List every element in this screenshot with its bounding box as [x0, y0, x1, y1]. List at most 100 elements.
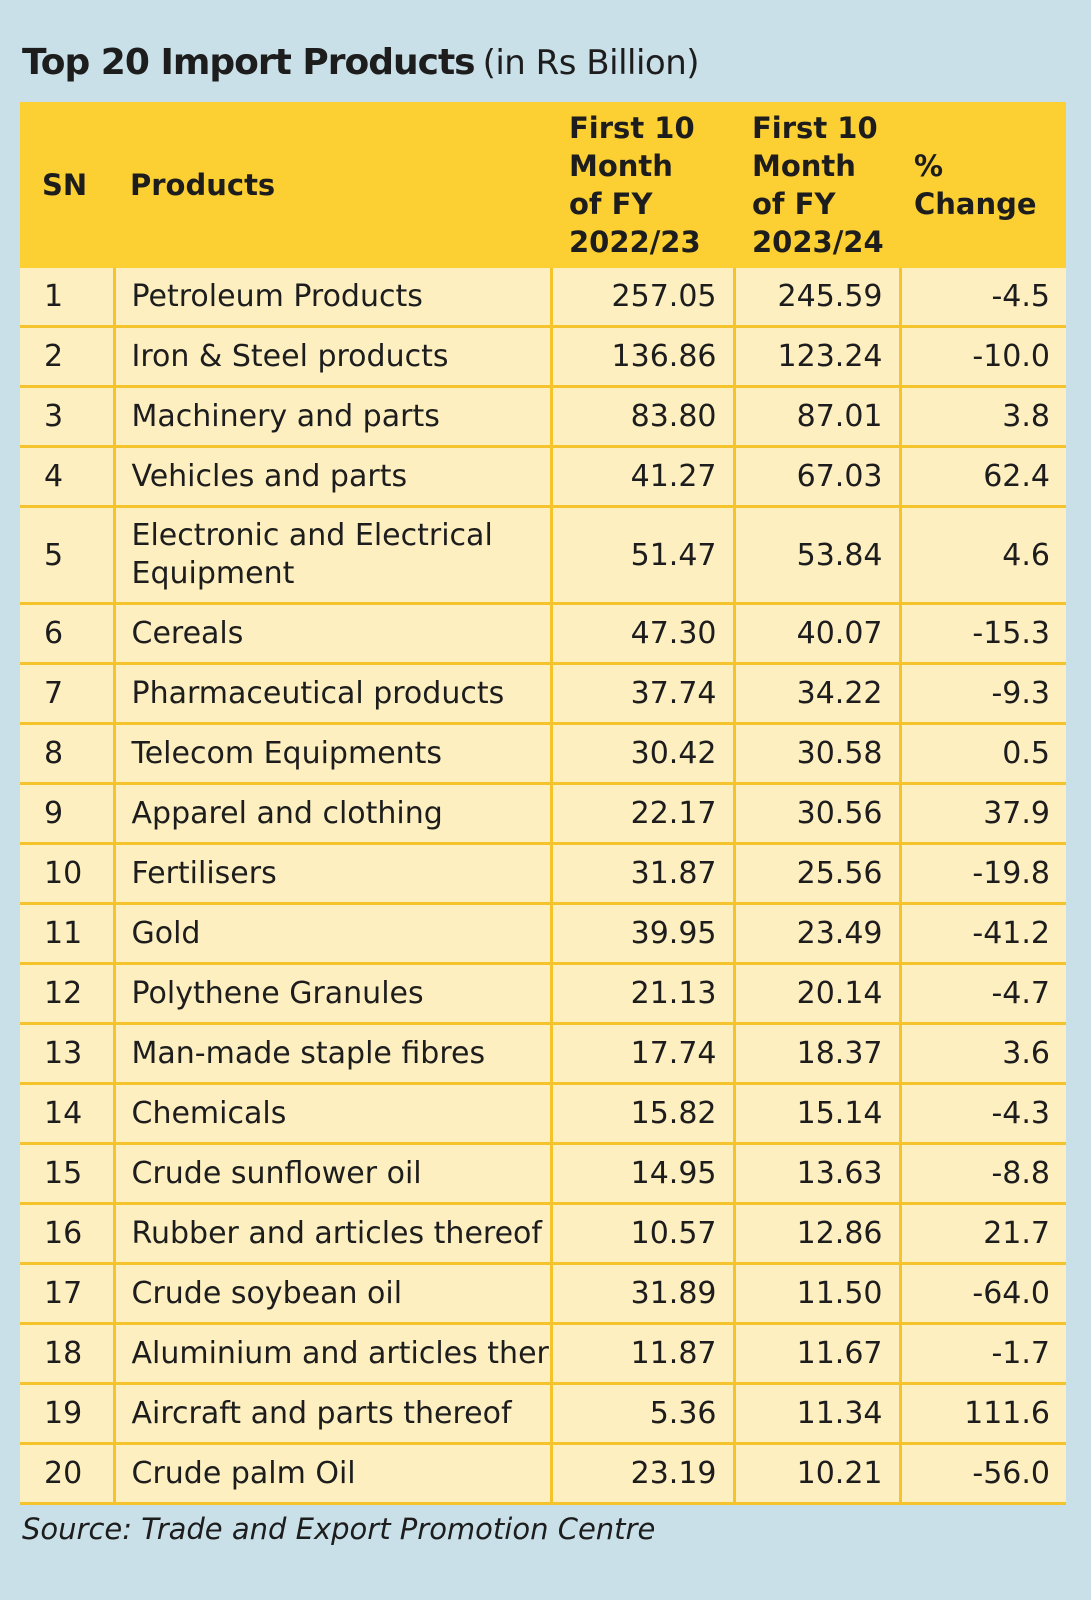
cell-fy-2022-23: 31.89 — [551, 1263, 736, 1325]
cell-sn: 11 — [20, 903, 116, 965]
cell-fy-2023-24: 25.56 — [734, 843, 902, 905]
cell-product: Fertilisers — [114, 843, 553, 905]
cell-fy-2023-24: 40.07 — [734, 603, 902, 665]
title-main: Top 20 Import Products — [22, 42, 476, 83]
cell-pct-change: -8.8 — [900, 1143, 1066, 1205]
cell-product: Man-made staple fibres — [114, 1023, 553, 1085]
cell-fy-2023-24: 11.67 — [734, 1323, 902, 1385]
cell-pct-change: 3.6 — [900, 1023, 1066, 1085]
cell-sn: 12 — [20, 963, 116, 1025]
cell-sn: 18 — [20, 1323, 116, 1385]
table-row: 6 Cereals 47.30 40.07 -15.3 — [20, 603, 1066, 665]
cell-pct-change: -1.7 — [900, 1323, 1066, 1385]
table-row: 2 Iron & Steel products 136.86 123.24 -10.0 — [20, 326, 1066, 388]
cell-pct-change: -10.0 — [900, 326, 1066, 388]
cell-product: Apparel and clothing — [114, 783, 553, 845]
cell-pct-change: 62.4 — [900, 446, 1066, 508]
cell-pct-change: 37.9 — [900, 783, 1066, 845]
header-fy-2023-24: First 10 Month of FY 2023/24 — [734, 102, 900, 268]
cell-fy-2023-24: 53.84 — [734, 506, 902, 605]
table-row: 1 Petroleum Products 257.05 245.59 -4.5 — [20, 268, 1066, 328]
cell-product: Aircraft and parts thereof — [114, 1383, 553, 1445]
cell-sn: 17 — [20, 1263, 116, 1325]
cell-fy-2023-24: 87.01 — [734, 386, 902, 448]
cell-product: Pharmaceutical products — [114, 663, 553, 725]
cell-product: Polythene Granules — [114, 963, 553, 1025]
cell-fy-2022-23: 257.05 — [551, 268, 736, 328]
header-fy2-line: 2023/24 — [752, 225, 884, 259]
cell-fy-2022-23: 51.47 — [551, 506, 736, 605]
table-row: 17 Crude soybean oil 31.89 11.50 -64.0 — [20, 1263, 1066, 1325]
cell-fy-2022-23: 17.74 — [551, 1023, 736, 1085]
table-row: 12 Polythene Granules 21.13 20.14 -4.7 — [20, 963, 1066, 1025]
table-row: 15 Crude sunflower oil 14.95 13.63 -8.8 — [20, 1143, 1066, 1205]
table-row: 9 Apparel and clothing 22.17 30.56 37.9 — [20, 783, 1066, 845]
header-fy1-line: Month — [569, 149, 673, 183]
cell-fy-2022-23: 31.87 — [551, 843, 736, 905]
header-pct-line: % — [914, 149, 944, 183]
cell-fy-2022-23: 47.30 — [551, 603, 736, 665]
header-fy1-line: of FY — [569, 187, 653, 221]
cell-pct-change: -4.3 — [900, 1083, 1066, 1145]
cell-product: Gold — [114, 903, 553, 965]
cell-pct-change: 3.8 — [900, 386, 1066, 448]
table-row: 3 Machinery and parts 83.80 87.01 3.8 — [20, 386, 1066, 448]
header-products: Products — [114, 102, 551, 268]
cell-fy-2023-24: 13.63 — [734, 1143, 902, 1205]
import-products-table: SN Products First 10 Month of FY 2022/23… — [20, 102, 1066, 1505]
cell-fy-2023-24: 15.14 — [734, 1083, 902, 1145]
cell-product: Rubber and articles thereof — [114, 1203, 553, 1265]
cell-pct-change: -41.2 — [900, 903, 1066, 965]
cell-fy-2023-24: 11.34 — [734, 1383, 902, 1445]
cell-sn: 20 — [20, 1443, 116, 1505]
cell-sn: 3 — [20, 386, 116, 448]
cell-sn: 5 — [20, 506, 116, 605]
cell-fy-2022-23: 14.95 — [551, 1143, 736, 1205]
cell-sn: 15 — [20, 1143, 116, 1205]
cell-fy-2023-24: 18.37 — [734, 1023, 902, 1085]
table-row: 18 Aluminium and articles thereof 11.87 11.… — [20, 1323, 1066, 1385]
cell-sn: 19 — [20, 1383, 116, 1445]
cell-fy-2022-23: 21.13 — [551, 963, 736, 1025]
source-note: Source: Trade and Export Promotion Centr… — [22, 1512, 656, 1546]
table-row: 11 Gold 39.95 23.49 -41.2 — [20, 903, 1066, 965]
cell-pct-change: -15.3 — [900, 603, 1066, 665]
cell-product: Iron & Steel products — [114, 326, 553, 388]
cell-fy-2023-24: 245.59 — [734, 268, 902, 328]
table-title: Top 20 Import Products (in Rs Billion) — [22, 38, 700, 88]
table-body: 1 Petroleum Products 257.05 245.59 -4.5 2 Iron… — [20, 268, 1066, 1505]
cell-product: Petroleum Products — [114, 268, 553, 328]
cell-product: Crude palm Oil — [114, 1443, 553, 1505]
cell-fy-2023-24: 67.03 — [734, 446, 902, 508]
cell-fy-2022-23: 22.17 — [551, 783, 736, 845]
cell-fy-2022-23: 15.82 — [551, 1083, 736, 1145]
cell-sn: 1 — [20, 268, 116, 328]
cell-product: Crude soybean oil — [114, 1263, 553, 1325]
header-sn: SN — [20, 102, 114, 268]
cell-sn: 13 — [20, 1023, 116, 1085]
cell-fy-2023-24: 11.50 — [734, 1263, 902, 1325]
cell-sn: 6 — [20, 603, 116, 665]
cell-fy-2023-24: 10.21 — [734, 1443, 902, 1505]
header-fy1-line: First 10 — [569, 111, 695, 145]
cell-pct-change: 21.7 — [900, 1203, 1066, 1265]
cell-fy-2022-23: 10.57 — [551, 1203, 736, 1265]
table-row: 16 Rubber and articles thereof 10.57 12.86 2… — [20, 1203, 1066, 1265]
cell-fy-2022-23: 30.42 — [551, 723, 736, 785]
cell-product: Machinery and parts — [114, 386, 553, 448]
cell-fy-2022-23: 39.95 — [551, 903, 736, 965]
table-row: 7 Pharmaceutical products 37.74 34.22 -9.3 — [20, 663, 1066, 725]
cell-sn: 8 — [20, 723, 116, 785]
cell-product: Telecom Equipments — [114, 723, 553, 785]
cell-product: Aluminium and articles thereof — [114, 1323, 553, 1385]
header-fy1-line: 2022/23 — [569, 225, 701, 259]
cell-pct-change: -56.0 — [900, 1443, 1066, 1505]
cell-fy-2023-24: 34.22 — [734, 663, 902, 725]
cell-pct-change: 4.6 — [900, 506, 1066, 605]
table-row: 20 Crude palm Oil 23.19 10.21 -56.0 — [20, 1443, 1066, 1505]
header-fy-2022-23: First 10 Month of FY 2022/23 — [551, 102, 734, 268]
cell-fy-2023-24: 123.24 — [734, 326, 902, 388]
cell-fy-2023-24: 30.58 — [734, 723, 902, 785]
table-row: 19 Aircraft and parts thereof 5.36 11.34 111… — [20, 1383, 1066, 1445]
header-fy2-line: of FY — [752, 187, 836, 221]
